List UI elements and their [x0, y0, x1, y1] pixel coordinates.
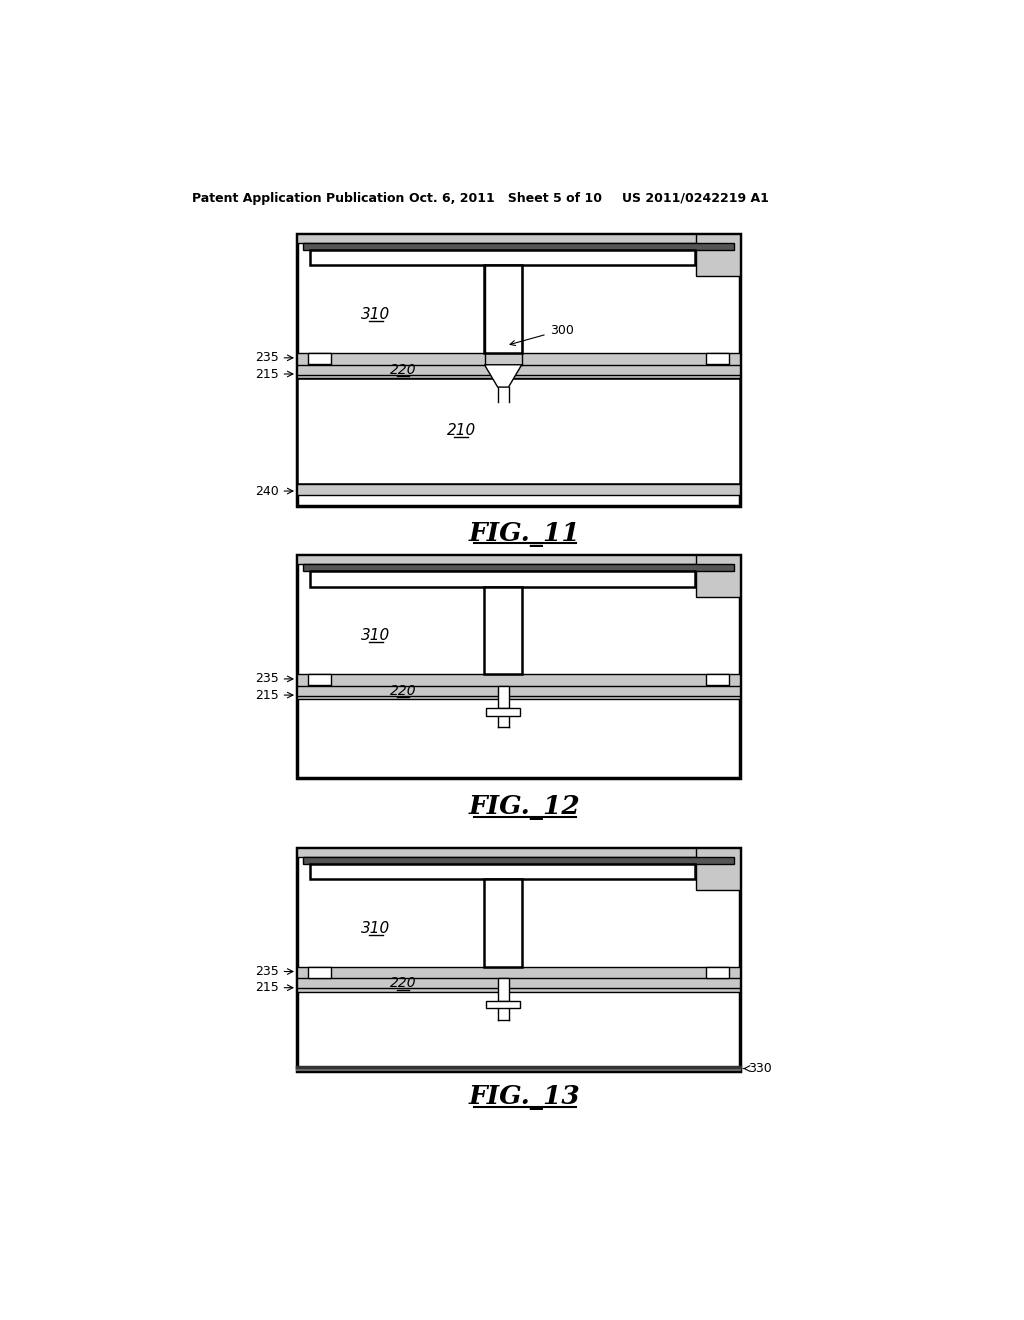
- Bar: [297, 354, 740, 378]
- Bar: [696, 554, 740, 598]
- Bar: [297, 378, 740, 484]
- Text: Oct. 6, 2011   Sheet 5 of 10: Oct. 6, 2011 Sheet 5 of 10: [409, 191, 601, 205]
- Polygon shape: [484, 364, 521, 387]
- Text: US 2011/0242219 A1: US 2011/0242219 A1: [623, 191, 769, 205]
- Bar: [483, 265, 522, 354]
- Text: 240: 240: [255, 484, 280, 498]
- Text: 310: 310: [361, 308, 390, 322]
- Text: 310: 310: [361, 628, 390, 643]
- Bar: [297, 554, 740, 564]
- Text: Patent Application Publication: Patent Application Publication: [191, 191, 403, 205]
- Bar: [707, 968, 729, 978]
- Bar: [308, 968, 331, 978]
- Text: 330: 330: [748, 1063, 772, 1074]
- Text: 310: 310: [361, 921, 390, 936]
- Bar: [297, 554, 740, 779]
- Bar: [310, 572, 695, 586]
- Bar: [303, 857, 734, 863]
- Text: 215: 215: [255, 981, 280, 994]
- Bar: [498, 686, 509, 708]
- Bar: [297, 966, 740, 991]
- Bar: [297, 484, 740, 495]
- Text: 235: 235: [255, 965, 280, 978]
- Text: 210: 210: [446, 424, 476, 438]
- Text: FIG._11: FIG._11: [469, 521, 581, 546]
- Bar: [297, 234, 740, 243]
- Text: 220: 220: [390, 977, 417, 990]
- Bar: [297, 234, 740, 506]
- Bar: [486, 1001, 520, 1008]
- Bar: [483, 879, 522, 966]
- Text: 215: 215: [255, 689, 280, 702]
- Text: 300: 300: [510, 323, 573, 346]
- Bar: [303, 564, 734, 572]
- Text: 235: 235: [255, 351, 280, 364]
- Bar: [486, 708, 520, 715]
- Bar: [297, 675, 740, 700]
- Text: 220: 220: [390, 363, 417, 376]
- Bar: [498, 978, 509, 1001]
- Bar: [310, 863, 695, 879]
- Text: 215: 215: [255, 367, 280, 380]
- Bar: [696, 234, 740, 276]
- Bar: [696, 847, 740, 890]
- Bar: [707, 675, 729, 685]
- Bar: [308, 354, 331, 364]
- Bar: [297, 847, 740, 1071]
- Bar: [707, 354, 729, 364]
- Bar: [308, 675, 331, 685]
- Text: FIG._12: FIG._12: [469, 795, 581, 820]
- Bar: [310, 249, 695, 265]
- Text: 235: 235: [255, 672, 280, 685]
- Bar: [483, 586, 522, 675]
- Bar: [297, 847, 740, 857]
- Text: FIG._13: FIG._13: [469, 1085, 581, 1110]
- Text: 220: 220: [390, 684, 417, 698]
- Bar: [303, 243, 734, 249]
